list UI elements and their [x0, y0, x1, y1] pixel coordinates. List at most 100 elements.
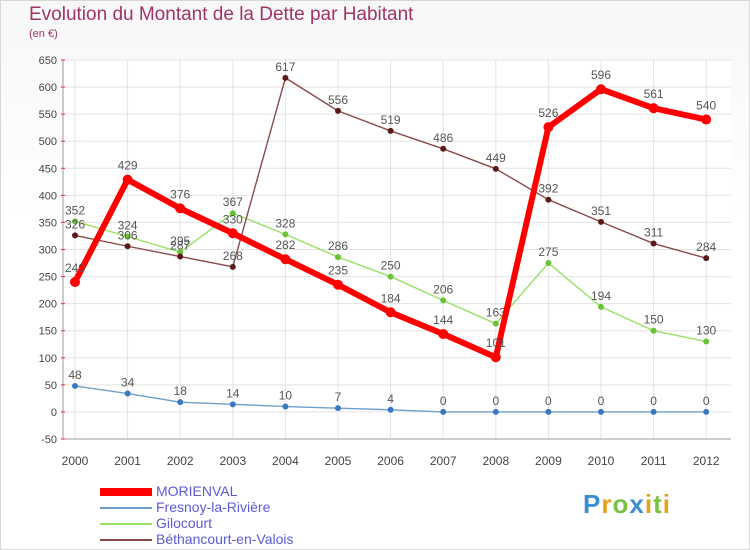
data-point-gilocourt	[650, 327, 657, 334]
y-tick-label: 400	[39, 190, 57, 202]
data-label-fresnoy-la-rivi-re: 7	[335, 390, 342, 404]
data-label-morienval: 376	[170, 187, 190, 201]
data-label-fresnoy-la-rivi-re: 34	[121, 376, 135, 390]
data-point-gilocourt	[124, 233, 131, 240]
data-point-b-thancourt-en-valois	[440, 145, 447, 152]
x-tick-label: 2010	[588, 454, 615, 468]
data-label-morienval: 282	[275, 238, 295, 252]
data-label-b-thancourt-en-valois: 351	[591, 204, 611, 218]
data-label-gilocourt: 130	[696, 324, 716, 338]
data-point-b-thancourt-en-valois	[492, 165, 499, 172]
legend-item: Gilocourt	[100, 515, 293, 531]
data-point-fresnoy-la-rivi-re	[177, 399, 184, 406]
logo-letter: x	[629, 489, 645, 519]
data-point-gilocourt	[440, 297, 447, 304]
data-label-morienval: 184	[381, 291, 401, 305]
data-point-b-thancourt-en-valois	[229, 263, 236, 270]
legend-swatch	[100, 539, 152, 542]
chart-title: Evolution du Montant de la Dette par Hab…	[29, 4, 414, 25]
x-tick-label: 2007	[430, 454, 457, 468]
data-label-morienval: 429	[118, 159, 138, 173]
data-point-fresnoy-la-rivi-re	[229, 401, 236, 408]
y-tick-label: 600	[39, 82, 57, 94]
x-tick-label: 2002	[167, 454, 194, 468]
data-label-gilocourt: 275	[538, 245, 558, 259]
data-point-gilocourt	[703, 338, 710, 345]
data-label-b-thancourt-en-valois: 556	[328, 93, 348, 107]
legend-item: Béthancourt-en-Valois	[100, 531, 293, 547]
data-point-b-thancourt-en-valois	[282, 74, 289, 81]
logo-letter: o	[612, 489, 630, 519]
x-tick-label: 2005	[325, 454, 352, 468]
data-point-morienval	[438, 328, 449, 339]
data-point-morienval	[543, 122, 554, 133]
data-label-gilocourt: 163	[486, 306, 506, 320]
data-label-b-thancourt-en-valois: 284	[696, 240, 716, 254]
data-label-fresnoy-la-rivi-re: 18	[174, 384, 188, 398]
data-label-gilocourt: 352	[65, 203, 85, 217]
data-point-gilocourt	[177, 249, 184, 256]
data-point-morienval	[227, 228, 238, 239]
data-label-b-thancourt-en-valois: 617	[275, 60, 295, 74]
logo-letter: i	[644, 489, 654, 519]
y-tick-label: 550	[39, 109, 57, 121]
data-point-fresnoy-la-rivi-re	[598, 408, 604, 415]
x-tick-label: 2000	[62, 454, 89, 468]
legend-swatch	[100, 488, 152, 497]
data-label-fresnoy-la-rivi-re: 0	[650, 394, 657, 408]
data-label-morienval: 235	[328, 264, 348, 278]
data-label-b-thancourt-en-valois: 306	[118, 228, 138, 242]
logo-letter: i	[662, 489, 671, 519]
x-tick-label: 2003	[219, 454, 246, 468]
data-point-gilocourt	[335, 254, 341, 261]
data-point-gilocourt	[229, 210, 236, 217]
data-label-morienval: 101	[486, 336, 506, 350]
data-label-fresnoy-la-rivi-re: 0	[545, 394, 552, 408]
data-point-gilocourt	[598, 303, 604, 310]
data-label-b-thancourt-en-valois: 486	[433, 131, 453, 145]
x-tick-label: 2006	[377, 454, 404, 468]
data-label-gilocourt: 324	[118, 219, 138, 233]
data-label-b-thancourt-en-valois: 287	[170, 239, 190, 253]
x-tick-label: 2008	[482, 454, 509, 468]
data-point-b-thancourt-en-valois	[177, 253, 184, 260]
data-label-fresnoy-la-rivi-re: 48	[68, 368, 82, 382]
logo-letter: r	[601, 489, 613, 519]
y-tick-label: 150	[39, 326, 57, 338]
data-point-gilocourt	[387, 273, 394, 280]
x-tick-label: 2004	[272, 454, 299, 468]
data-point-gilocourt	[492, 320, 499, 327]
data-point-b-thancourt-en-valois	[703, 255, 710, 262]
data-point-morienval	[333, 279, 343, 290]
data-point-b-thancourt-en-valois	[650, 240, 657, 247]
data-point-morienval	[490, 352, 501, 363]
data-label-morienval: 144	[433, 313, 453, 327]
y-tick-label: 350	[39, 217, 57, 229]
data-point-fresnoy-la-rivi-re	[387, 406, 394, 413]
data-label-fresnoy-la-rivi-re: 0	[703, 394, 710, 408]
data-label-fresnoy-la-rivi-re: 14	[226, 386, 240, 400]
legend-item: Fresnoy-la-Rivière	[100, 499, 293, 515]
data-point-morienval	[122, 174, 133, 185]
data-label-fresnoy-la-rivi-re: 0	[492, 394, 499, 408]
data-label-gilocourt: 328	[275, 216, 295, 230]
y-tick-label: 250	[39, 272, 57, 284]
data-label-gilocourt: 367	[223, 195, 243, 209]
data-label-b-thancourt-en-valois: 311	[644, 226, 663, 240]
logo-letter: t	[653, 489, 663, 519]
data-point-fresnoy-la-rivi-re	[440, 408, 447, 415]
data-point-morienval	[648, 103, 659, 114]
data-point-gilocourt	[282, 231, 289, 238]
data-label-fresnoy-la-rivi-re: 0	[598, 394, 605, 408]
data-point-b-thancourt-en-valois	[335, 107, 341, 114]
y-tick-label: 300	[39, 245, 57, 257]
legend-swatch	[100, 507, 152, 510]
legend-label: MORIENVAL	[156, 483, 238, 499]
chart-legend: MORIENVAL Fresnoy-la-Rivière Gilocourt Béth…	[100, 483, 293, 547]
data-point-morienval	[701, 114, 712, 125]
legend-item: MORIENVAL	[100, 483, 293, 499]
legend-label: Gilocourt	[156, 515, 213, 531]
y-tick-label: 100	[39, 353, 57, 365]
legend-swatch	[100, 523, 152, 526]
chart-subtitle: (en €)	[29, 28, 58, 40]
